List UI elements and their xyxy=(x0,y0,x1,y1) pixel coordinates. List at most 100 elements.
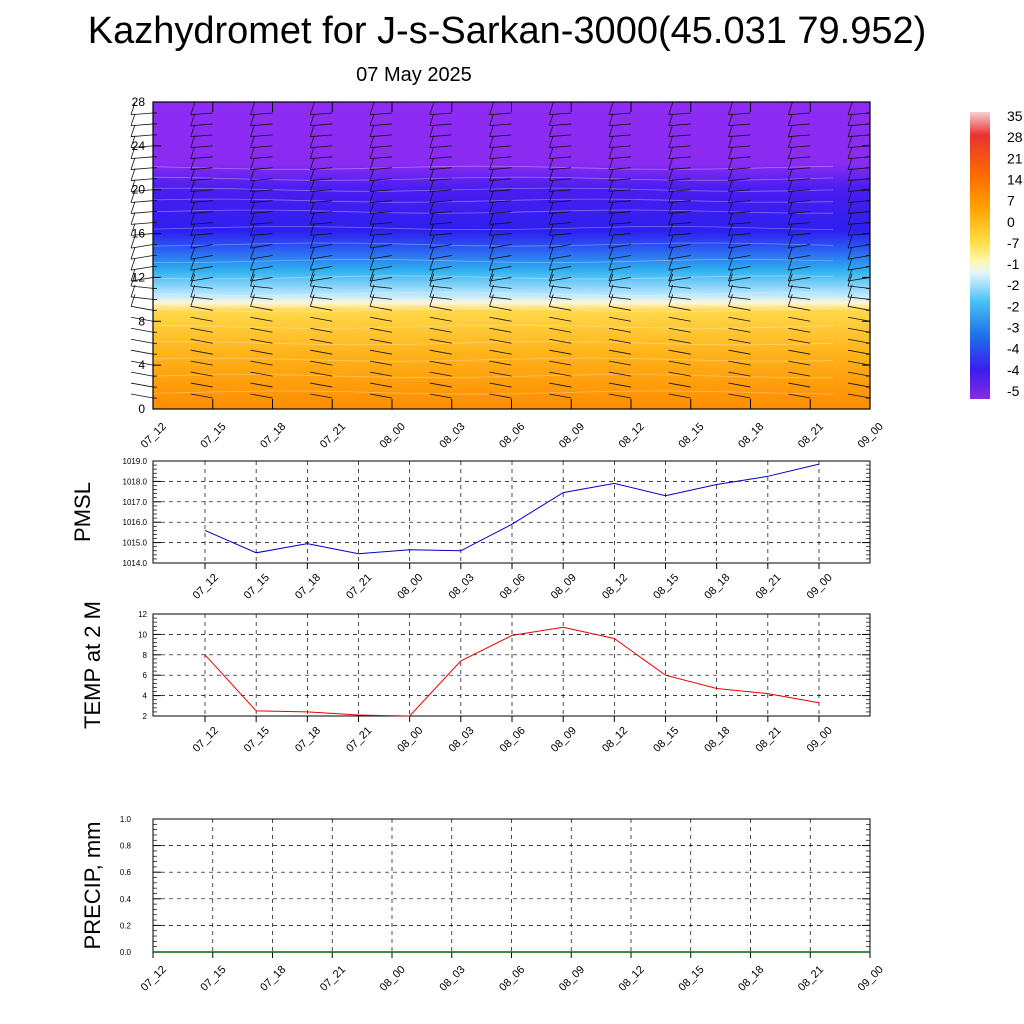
colorbar-label: -1 xyxy=(1007,256,1020,272)
wind-barb-flag xyxy=(250,102,255,115)
wind-barb xyxy=(310,145,333,149)
wind-barb-flag xyxy=(190,223,196,236)
wind-barb-flag xyxy=(369,179,375,192)
wind-barb xyxy=(190,156,213,160)
wind-barb xyxy=(549,112,572,116)
wind-barb-flag xyxy=(489,179,494,192)
wind-barb xyxy=(549,244,572,249)
wind-barb xyxy=(489,382,512,388)
contour-line xyxy=(152,275,834,280)
page-title: Kazhydromet for J-s-Sarkan-3000(45.031 7… xyxy=(87,10,927,52)
wind-barb-flag xyxy=(847,157,853,170)
wind-barb-flag xyxy=(787,135,793,148)
y-tick-label: 16 xyxy=(132,227,146,241)
wind-barb xyxy=(310,233,333,236)
wind-barb-flag xyxy=(668,284,674,298)
wind-barb xyxy=(369,285,393,289)
wind-barb-flag xyxy=(309,124,315,137)
wind-barb xyxy=(608,222,632,225)
wind-barb-flag xyxy=(130,157,136,170)
wind-barb-flag xyxy=(130,179,136,192)
x-tick-label: 07_21 xyxy=(344,725,374,755)
wind-barb xyxy=(250,349,273,355)
wind-barb-flag xyxy=(250,268,255,282)
wind-barb xyxy=(130,266,154,271)
wind-barb xyxy=(608,233,632,236)
wind-barb xyxy=(489,266,512,271)
wind-barb-flag xyxy=(847,223,853,236)
wind-barb xyxy=(250,200,273,203)
wind-barb-flag xyxy=(548,223,554,236)
wind-barb xyxy=(847,316,871,322)
wind-barb xyxy=(310,178,333,181)
wind-barb-flag xyxy=(190,212,196,225)
wind-barb xyxy=(668,200,691,203)
pmsl-panel: 1014.0 1015.0 1016.0 1017.0 1018.0 1019.0 07_1… xyxy=(70,457,871,602)
colorbar-label: -2 xyxy=(1007,277,1020,293)
wind-barb xyxy=(369,360,393,366)
wind-barb xyxy=(489,211,512,214)
y-tick-label: 24 xyxy=(132,139,146,153)
x-tick-label: 08_09 xyxy=(557,421,587,451)
wind-barb-flag xyxy=(728,146,733,159)
wind-barb-flag xyxy=(787,124,793,137)
wind-barb xyxy=(130,296,154,300)
wind-barb xyxy=(429,327,452,333)
wind-barb xyxy=(310,255,333,260)
x-tick-label: 08_03 xyxy=(437,421,467,451)
wind-barb-flag xyxy=(250,146,255,159)
wind-barb xyxy=(549,255,572,260)
colorbar-label: 0 xyxy=(1007,214,1015,230)
wind-barb xyxy=(429,156,452,160)
wind-barb xyxy=(190,178,213,181)
wind-barb-flag xyxy=(130,236,136,249)
wind-barb xyxy=(668,123,691,127)
wind-barb xyxy=(310,200,333,203)
wind-barb-flag xyxy=(608,257,614,271)
wind-barb xyxy=(190,277,213,282)
wind-barb-flag xyxy=(369,246,375,260)
wind-barb xyxy=(549,178,572,181)
wind-barb-flag xyxy=(369,102,375,115)
wind-barb xyxy=(728,134,751,138)
wind-barb xyxy=(788,327,811,333)
wind-barb xyxy=(250,156,273,160)
wind-barb-flag xyxy=(548,179,554,192)
wind-barb-flag xyxy=(548,113,554,126)
wind-barb-flag xyxy=(668,146,674,159)
wind-barb xyxy=(549,360,572,366)
wind-barb xyxy=(250,123,273,127)
wind-barb-flag xyxy=(190,268,196,282)
y-tick-label: 10 xyxy=(138,630,147,639)
wind-barb xyxy=(429,200,452,203)
wind-barb xyxy=(549,145,572,149)
contour-line xyxy=(152,209,834,214)
wind-barb-flag xyxy=(728,257,733,271)
wind-barb xyxy=(310,222,333,225)
wind-barb-flag xyxy=(130,273,136,287)
wind-barb-flag xyxy=(250,179,255,192)
x-tick-label: 07_18 xyxy=(258,964,288,994)
wind-barb xyxy=(668,371,691,377)
wind-barb-flag xyxy=(250,223,255,236)
colorbar-label: -3 xyxy=(1007,320,1020,336)
wind-barb xyxy=(369,189,393,192)
wind-barb xyxy=(608,371,632,377)
x-tick-label: 08_09 xyxy=(557,964,587,994)
wind-barb xyxy=(310,266,333,271)
wind-barb-flag xyxy=(608,168,614,181)
wind-barb-flag xyxy=(608,268,614,282)
wind-barb-flag xyxy=(847,246,853,260)
wind-barb xyxy=(190,266,213,271)
wind-barb-flag xyxy=(728,268,733,282)
wind-barb xyxy=(310,167,333,170)
wind-barb-flag xyxy=(190,135,196,148)
x-tick-label: 07_12 xyxy=(139,421,169,451)
wind-barb-flag xyxy=(429,124,435,137)
wind-barb xyxy=(668,393,691,399)
wind-barb-flag xyxy=(548,246,554,260)
contour-line xyxy=(152,308,834,313)
wind-barb xyxy=(250,382,273,388)
wind-barb xyxy=(728,285,751,289)
wind-barb-flag xyxy=(787,212,793,225)
